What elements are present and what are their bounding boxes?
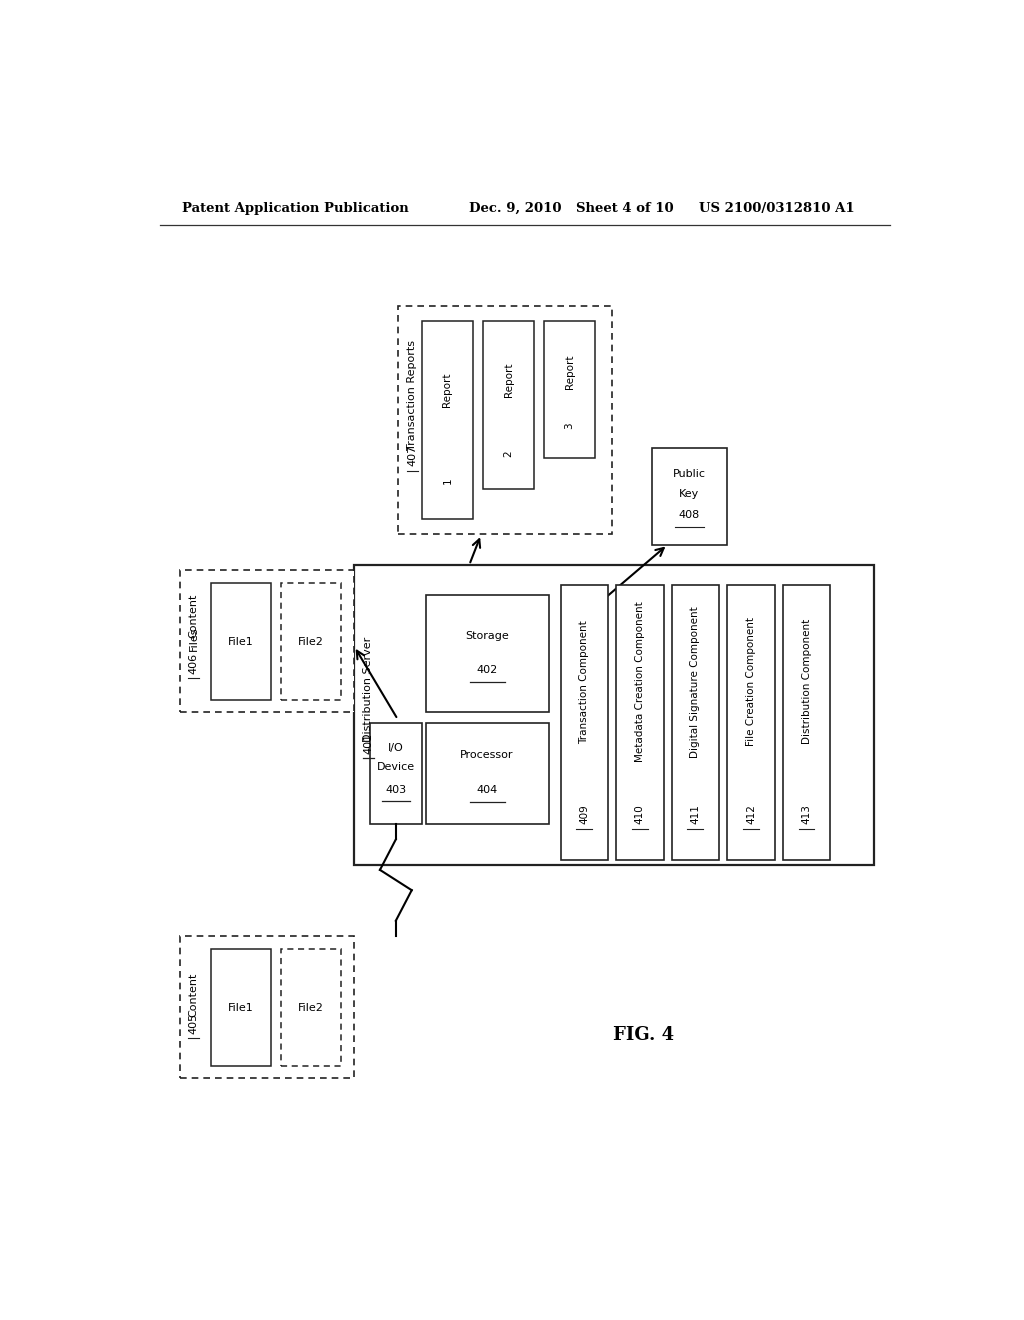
FancyBboxPatch shape: [179, 570, 354, 713]
Text: 407: 407: [408, 445, 417, 466]
Text: I/O: I/O: [388, 743, 403, 752]
Text: File2: File2: [298, 636, 324, 647]
Text: Key: Key: [679, 490, 699, 499]
FancyBboxPatch shape: [652, 447, 727, 545]
FancyBboxPatch shape: [179, 936, 354, 1078]
Text: 412: 412: [745, 804, 756, 824]
Text: Device: Device: [377, 762, 415, 772]
Text: 408: 408: [679, 510, 700, 520]
Text: File2: File2: [298, 1003, 324, 1012]
Text: File1: File1: [228, 636, 254, 647]
Text: 409: 409: [580, 804, 590, 824]
Text: File1: File1: [228, 1003, 254, 1012]
Text: Content: Content: [188, 594, 199, 638]
FancyBboxPatch shape: [426, 722, 549, 824]
Text: Storage: Storage: [465, 631, 509, 640]
Text: Sheet 4 of 10: Sheet 4 of 10: [577, 202, 674, 215]
Text: 1: 1: [442, 478, 453, 484]
Text: Transaction Reports: Transaction Reports: [408, 339, 417, 450]
Text: Content: Content: [188, 973, 199, 1018]
Text: Distribution Component: Distribution Component: [802, 619, 812, 744]
Text: Report: Report: [442, 372, 453, 407]
Text: Report: Report: [564, 354, 574, 388]
Text: 401: 401: [364, 733, 374, 754]
Text: 3: 3: [564, 422, 574, 429]
FancyBboxPatch shape: [727, 585, 775, 859]
FancyBboxPatch shape: [211, 583, 270, 700]
Text: Metadata Creation Component: Metadata Creation Component: [635, 602, 645, 762]
FancyBboxPatch shape: [397, 306, 612, 535]
Text: Transaction Component: Transaction Component: [580, 620, 590, 743]
Text: 404: 404: [476, 784, 498, 795]
FancyBboxPatch shape: [370, 722, 422, 824]
FancyBboxPatch shape: [422, 321, 473, 519]
FancyBboxPatch shape: [782, 585, 830, 859]
Text: Report: Report: [504, 362, 513, 397]
Text: Digital Signature Component: Digital Signature Component: [690, 606, 700, 758]
FancyBboxPatch shape: [544, 321, 595, 458]
FancyBboxPatch shape: [616, 585, 664, 859]
FancyBboxPatch shape: [282, 949, 341, 1067]
Text: Files: Files: [188, 627, 199, 651]
FancyBboxPatch shape: [211, 949, 270, 1067]
FancyBboxPatch shape: [560, 585, 608, 859]
FancyBboxPatch shape: [282, 583, 341, 700]
Text: Patent Application Publication: Patent Application Publication: [182, 202, 409, 215]
Text: Processor: Processor: [461, 750, 514, 760]
Text: Dec. 9, 2010: Dec. 9, 2010: [469, 202, 562, 215]
Text: 410: 410: [635, 804, 645, 824]
Text: File Creation Component: File Creation Component: [745, 618, 756, 746]
Text: 403: 403: [385, 784, 407, 795]
Text: 406: 406: [188, 653, 199, 675]
Text: 405: 405: [188, 1012, 199, 1034]
FancyBboxPatch shape: [482, 321, 535, 488]
FancyBboxPatch shape: [354, 565, 873, 865]
Text: 413: 413: [802, 804, 812, 824]
FancyBboxPatch shape: [672, 585, 719, 859]
Text: Public: Public: [673, 469, 706, 479]
Text: 2: 2: [504, 450, 513, 457]
Text: 411: 411: [690, 804, 700, 824]
Text: US 2100/0312810 A1: US 2100/0312810 A1: [699, 202, 855, 215]
Text: Distribution Server: Distribution Server: [364, 636, 374, 742]
Text: 402: 402: [476, 665, 498, 675]
Text: FIG. 4: FIG. 4: [613, 1026, 675, 1044]
FancyBboxPatch shape: [426, 595, 549, 713]
